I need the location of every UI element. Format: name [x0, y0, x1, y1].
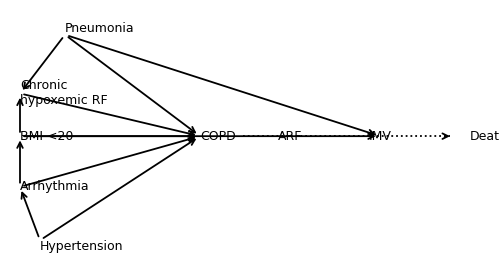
Text: ARF: ARF: [278, 130, 302, 143]
Text: IMV: IMV: [368, 130, 392, 143]
Text: Chronic
hypoxemic RF: Chronic hypoxemic RF: [20, 80, 108, 107]
Text: COPD: COPD: [200, 130, 236, 143]
Text: Pneumonia: Pneumonia: [65, 22, 134, 35]
Text: Death: Death: [470, 130, 500, 143]
Text: BMI <20: BMI <20: [20, 130, 74, 143]
Text: Hypertension: Hypertension: [40, 240, 123, 253]
Text: Arrhythmia: Arrhythmia: [20, 180, 89, 193]
